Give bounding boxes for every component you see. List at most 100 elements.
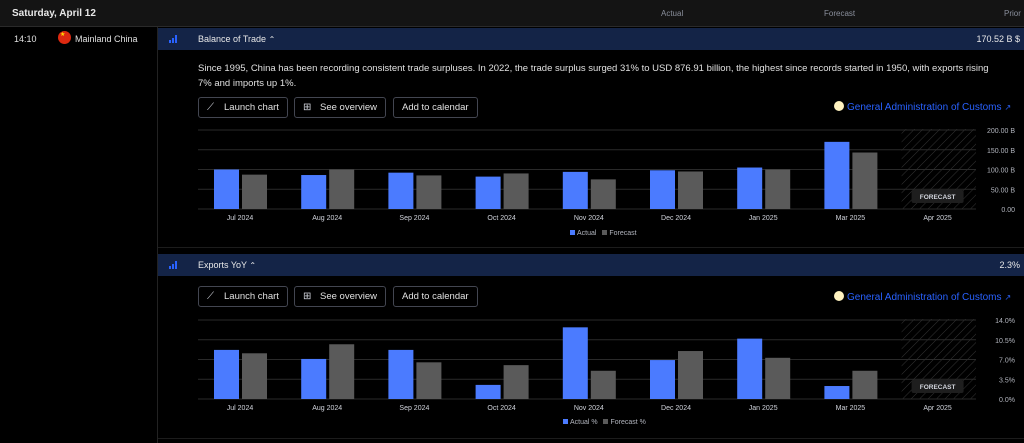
- forecast-tag: FORECAST: [920, 384, 956, 391]
- forecast-tag: FORECAST: [920, 194, 956, 201]
- event-title[interactable]: Exports YoY ⌃: [198, 260, 257, 270]
- x-tick-label: Apr 2025: [923, 215, 952, 222]
- bar-forecast: [242, 353, 267, 399]
- importance-bars-icon: [169, 35, 178, 43]
- add-to-calendar-button[interactable]: Add to calendar: [393, 97, 478, 118]
- bar-actual: [562, 171, 588, 209]
- balance-of-trade-chart: 0.00 50.00 B 100.00 B 150.00 B 200.00 B Jul 2…: [198, 128, 1015, 222]
- source-link[interactable]: General Administration of Customs ↗: [834, 101, 1011, 113]
- y-tick-label: 3.5%: [999, 377, 1015, 384]
- y-tick-label: 150.00 B: [987, 148, 1015, 155]
- see-overview-button[interactable]: ⊞ See overview: [294, 286, 387, 307]
- y-tick-label: 14.0%: [995, 318, 1015, 325]
- bar-forecast: [765, 357, 791, 399]
- source-logo-icon: [834, 101, 844, 111]
- bar-forecast: [590, 370, 616, 399]
- launch-chart-button[interactable]: ⟋ Launch chart: [198, 97, 288, 118]
- x-tick-label: Oct 2024: [487, 215, 516, 222]
- bar-actual: [824, 386, 850, 399]
- y-tick-label: 100.00 B: [987, 168, 1015, 175]
- x-tick-label: Jan 2025: [749, 405, 778, 412]
- bar-actual: [562, 327, 588, 399]
- trend-line-icon: ⟋: [207, 291, 214, 302]
- bar-actual: [824, 141, 850, 209]
- event-description: Since 1995, China has been recording con…: [198, 63, 989, 89]
- chart-legend: Actual % Forecast %: [563, 419, 646, 426]
- x-tick-label: Jul 2024: [227, 215, 254, 222]
- bar-forecast: [852, 370, 878, 399]
- bar-forecast: [678, 171, 703, 209]
- external-link-icon: ↗: [1004, 293, 1012, 302]
- bar-actual: [301, 358, 327, 399]
- bar-forecast: [590, 179, 616, 209]
- event-title[interactable]: Balance of Trade ⌃: [198, 34, 276, 44]
- bar-forecast: [503, 365, 529, 399]
- x-tick-label: Mar 2025: [836, 405, 866, 412]
- x-tick-label: Dec 2024: [661, 215, 691, 222]
- bar-forecast: [242, 174, 267, 209]
- y-tick-label: 10.5%: [995, 338, 1015, 345]
- x-tick-label: Mar 2025: [836, 215, 866, 222]
- y-tick-label: 7.0%: [999, 358, 1015, 365]
- event-actual-value: 170.52 B $: [976, 34, 1020, 44]
- x-tick-label: Aug 2024: [312, 405, 342, 412]
- see-overview-button[interactable]: ⊞ See overview: [294, 97, 387, 118]
- x-tick-label: Nov 2024: [574, 405, 604, 412]
- event-time: 14:10: [14, 34, 37, 44]
- chart-legend: Actual Forecast: [570, 230, 637, 237]
- source-link[interactable]: General Administration of Customs ↗: [834, 291, 1011, 303]
- chevron-up-icon: ⌃: [249, 261, 257, 270]
- event-row-exports-yoy[interactable]: Exports YoY ⌃ 2.3%: [158, 254, 1024, 276]
- event-meta: 14:10 ★ Mainland China: [0, 27, 158, 443]
- chevron-up-icon: ⌃: [268, 35, 276, 44]
- external-link-icon: ↗: [1004, 103, 1012, 112]
- x-tick-label: Nov 2024: [574, 215, 604, 222]
- legend-swatch-forecast: [603, 419, 609, 424]
- bar-actual: [301, 175, 327, 209]
- divider: [158, 247, 1024, 248]
- bar-actual: [737, 338, 763, 399]
- x-tick-label: Oct 2024: [487, 405, 516, 412]
- bar-actual: [214, 349, 239, 399]
- x-tick-label: Dec 2024: [661, 405, 691, 412]
- forecast-tag-bg: [911, 190, 964, 203]
- bar-actual: [388, 349, 414, 399]
- trend-line-icon: ⟋: [207, 102, 214, 113]
- bar-actual: [214, 169, 239, 209]
- y-tick-label: 50.00 B: [991, 187, 1015, 194]
- day-heading: Saturday, April 12: [12, 8, 96, 19]
- divider: [158, 438, 1024, 439]
- x-tick-label: Apr 2025: [923, 405, 952, 412]
- x-tick-label: Jul 2024: [227, 405, 254, 412]
- grid-icon: ⊞: [303, 291, 312, 302]
- bar-actual: [650, 360, 675, 399]
- grid-icon: ⊞: [303, 102, 312, 113]
- bar-actual: [737, 167, 763, 209]
- calendar-header: Saturday, April 12 Actual Forecast Prior: [0, 0, 1024, 27]
- column-prior: Prior: [1004, 9, 1021, 18]
- launch-chart-button[interactable]: ⟋ Launch chart: [198, 286, 288, 307]
- x-tick-label: Aug 2024: [312, 215, 342, 222]
- legend-swatch-actual: [570, 230, 575, 235]
- y-tick-label: 200.00 B: [987, 128, 1015, 135]
- bar-actual: [388, 172, 414, 209]
- add-to-calendar-button[interactable]: Add to calendar: [393, 286, 478, 307]
- importance-bars-icon: [169, 261, 178, 269]
- x-tick-label: Sep 2024: [399, 405, 429, 412]
- exports-yoy-chart: 0.0% 3.5% 7.0% 10.5% 14.0% Jul 2024 Aug 2024 Se…: [198, 318, 1015, 412]
- x-tick-label: Jan 2025: [749, 215, 778, 222]
- bar-forecast: [852, 152, 878, 209]
- bar-forecast: [329, 344, 355, 399]
- source-logo-icon: [834, 291, 844, 301]
- bar-forecast: [678, 351, 703, 399]
- column-actual: Actual: [661, 9, 684, 18]
- column-forecast: Forecast: [824, 9, 856, 18]
- event-actual-value: 2.3%: [999, 260, 1020, 270]
- event-row-balance-of-trade[interactable]: Balance of Trade ⌃ 170.52 B $: [158, 28, 1024, 50]
- legend-swatch-forecast: [602, 230, 608, 235]
- legend-swatch-actual: [563, 419, 568, 424]
- forecast-tag-bg: [911, 380, 964, 393]
- bar-forecast: [329, 169, 355, 209]
- x-tick-label: Sep 2024: [399, 215, 429, 222]
- event-country: Mainland China: [75, 34, 138, 44]
